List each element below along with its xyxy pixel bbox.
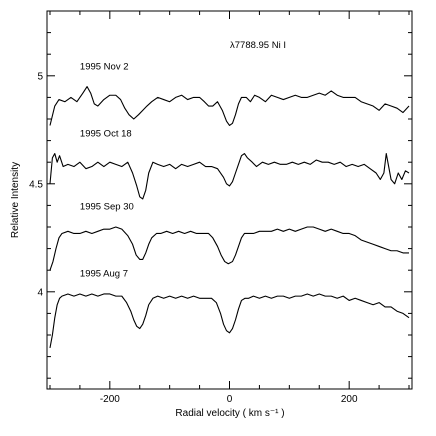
series-line-1 [49, 86, 410, 127]
series-annotations: 1995 Nov 2 1995 Oct 18 1995 Sep 30 1995 Aug… [80, 61, 134, 279]
series-line-2 [49, 153, 410, 200]
x-tick-label: 0 [227, 394, 233, 405]
x-tick-label: 200 [341, 394, 358, 405]
y-tick-label: 5 [37, 71, 43, 82]
epoch-label-4: 1995 Aug 7 [80, 269, 128, 280]
x-axis-label: Radial velocity ( km s⁻¹ ) [175, 408, 284, 419]
x-tick-label: -200 [100, 394, 120, 405]
epoch-label-3: 1995 Sep 30 [80, 202, 134, 213]
y-axis-label: Relative Intensity [10, 162, 21, 238]
y-tick-label: 4 [37, 287, 43, 298]
axis-ticks [47, 11, 412, 389]
y-tick-label: 4.5 [29, 179, 43, 190]
series-line-3 [49, 226, 410, 271]
epoch-label-1: 1995 Nov 2 [80, 61, 129, 72]
chart-title: λ7788.95 Ni I [230, 40, 286, 51]
series-line-4 [49, 293, 410, 349]
tick-labels: -200 0 200 4 4.5 5 [29, 71, 358, 405]
series-lines [49, 86, 410, 349]
epoch-label-2: 1995 Oct 18 [80, 128, 132, 139]
